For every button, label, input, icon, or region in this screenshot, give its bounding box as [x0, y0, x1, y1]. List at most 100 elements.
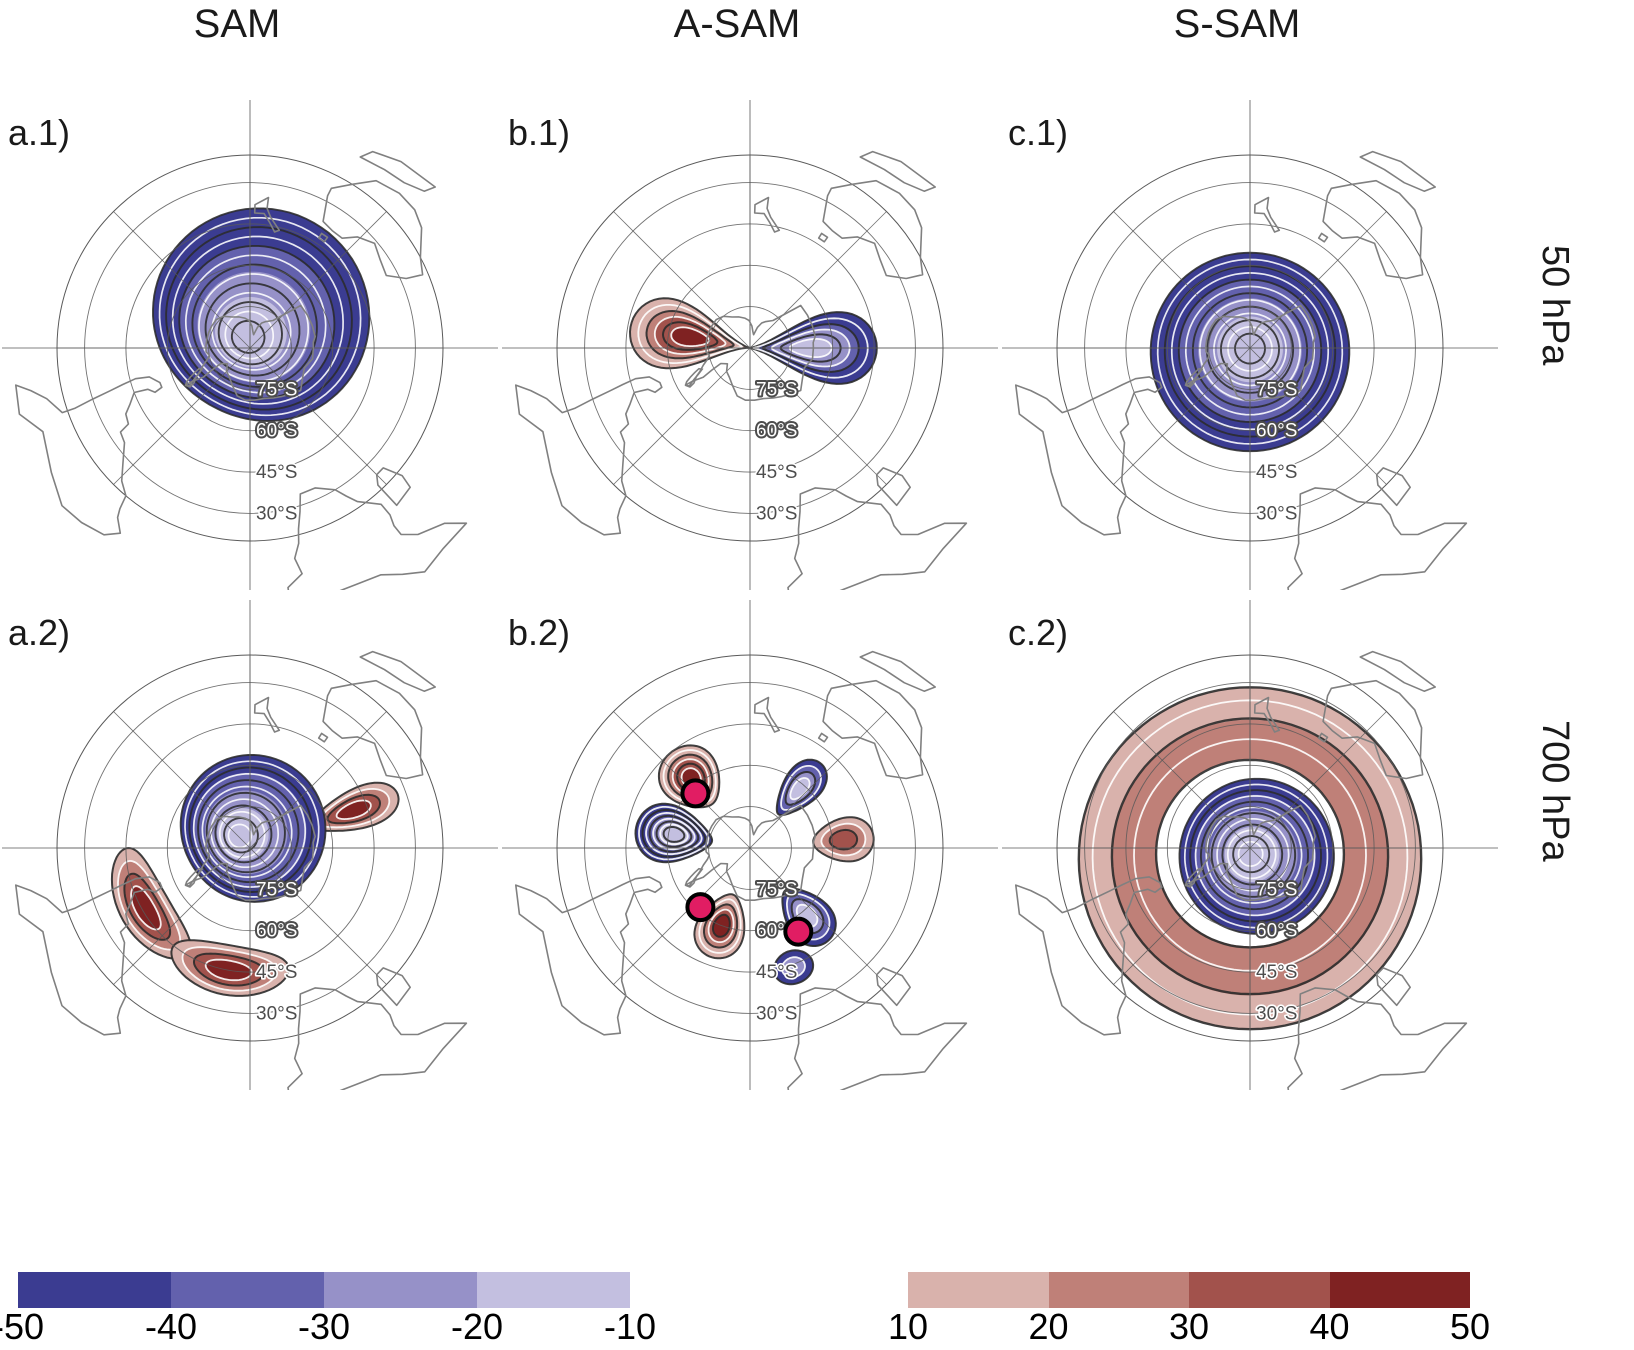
panel-b2[interactable]: 30°S 45°S 60°S 60°S 75°S 75°S b.2) — [500, 590, 1000, 1090]
graticule-layer — [2, 600, 498, 1090]
meridian-line — [1113, 711, 1251, 849]
contour-line — [179, 753, 327, 903]
latitude-label: 45°S — [256, 462, 297, 483]
colorbar-segment — [171, 1272, 324, 1308]
latitude-label: 45°S — [1256, 462, 1297, 483]
coastline — [875, 967, 911, 1007]
latitude-label: 60°S — [256, 921, 297, 942]
latitude-label: 45°S — [1256, 962, 1297, 983]
latitude-label: 75°S — [256, 879, 297, 900]
contour-line — [1226, 829, 1277, 880]
latitude-label-halo: 60°S — [1256, 921, 1297, 942]
latitude-label: 75°S — [1256, 379, 1297, 400]
contour-line — [784, 771, 817, 806]
column-title-sam: SAM — [193, 2, 281, 46]
latitude-label: 75°S — [756, 379, 797, 400]
colorbar-segment — [477, 1272, 630, 1308]
contour-line — [335, 799, 372, 821]
coastline — [822, 679, 924, 780]
panel-a2[interactable]: 30°S 45°S 60°S 60°S 75°S 75°S a.2) — [0, 590, 500, 1090]
polar-map: 30°S45°S60°S60°S75°S75°S — [1002, 600, 1498, 1090]
latitude-label: 30°S — [756, 1003, 797, 1024]
coastline — [375, 467, 411, 507]
contour-line — [178, 244, 336, 400]
colorbar-tick-label: -30 — [297, 1306, 351, 1347]
contour-line — [158, 216, 362, 417]
contour-line — [1189, 789, 1322, 923]
latitude-label: 30°S — [1256, 503, 1297, 524]
coastline — [322, 179, 424, 280]
contour-line — [171, 235, 344, 405]
contour-line — [218, 810, 266, 859]
station-marker — [680, 778, 711, 809]
meridian-line — [113, 711, 251, 849]
colorbar-tick-label: -40 — [144, 1306, 198, 1347]
panel-b1[interactable]: 30°S 45°S 60°S 60°S 75°S 75°S b.1) — [500, 90, 1000, 590]
coastline-layer — [515, 150, 968, 590]
coastline — [15, 876, 163, 1036]
latitude-label: 75°S — [256, 379, 297, 400]
coastline — [822, 179, 924, 280]
latitude-label-halo: 60°S — [1256, 421, 1297, 442]
colorbar-negative-ticks: -50 -40 -30 -20 -10 — [0, 1306, 656, 1350]
contour-line — [659, 823, 689, 846]
contour-line — [638, 806, 710, 861]
contour-line — [781, 887, 837, 947]
contour-line — [193, 952, 266, 987]
panel-label: a.2) — [8, 612, 71, 653]
latitude-label: 30°S — [256, 503, 297, 524]
panel-a1[interactable]: 30°S 45°S 60°S 60°S 75°S 75°S a.1) — [0, 90, 500, 590]
contour-line — [653, 315, 727, 355]
shading-layer — [628, 297, 878, 385]
contour-line — [217, 301, 283, 366]
contour-line — [214, 804, 273, 864]
colorbar-tick-label: 30 — [1168, 1306, 1210, 1347]
contour-line — [662, 826, 686, 843]
contour-line — [775, 758, 828, 817]
contour-line — [204, 282, 301, 377]
latitude-label-halo: 75°S — [256, 379, 297, 400]
contour-line — [761, 323, 860, 373]
coastline-layer — [1015, 150, 1468, 590]
panel-c2[interactable]: 30°S 45°S 60°S 60°S 75°S 75°S c.2) — [1000, 590, 1500, 1090]
panel-label: c.1) — [1008, 112, 1069, 153]
coastline-layer — [515, 650, 968, 1090]
row-label-700-hpa: 700 hPa — [1534, 720, 1576, 862]
panel-c1[interactable]: 30°S 45°S 60°S 60°S 75°S 75°S c.1) — [1000, 90, 1500, 590]
coastline — [317, 232, 329, 243]
contour-line — [205, 791, 286, 874]
contour-line — [117, 860, 181, 951]
polar-map: 30°S45°S60°S60°S75°S75°S — [502, 100, 998, 590]
coastline-layer — [1015, 650, 1468, 1090]
polar-map: 30°S45°S60°S60°S75°S75°S — [502, 600, 998, 1090]
contour-line — [184, 760, 320, 898]
latitude-label: 60°S — [756, 421, 797, 442]
coastline — [787, 487, 968, 590]
colorbar-tick-label: -50 — [0, 1306, 45, 1347]
colorbar-segment — [1048, 1272, 1189, 1308]
coastline-layer — [15, 650, 468, 1090]
contour-line — [165, 226, 353, 411]
contour-line — [693, 893, 746, 960]
colorbar-segment — [1329, 1272, 1470, 1308]
contour-line — [230, 319, 266, 354]
shaded-region — [131, 886, 161, 930]
label-layer: 30°S45°S60°S60°S75°S75°S — [254, 377, 299, 526]
column-title-a-sam: A-SAM — [673, 2, 801, 46]
contour-line — [1221, 823, 1284, 886]
coastline — [1317, 732, 1329, 743]
latitude-label: 45°S — [256, 962, 297, 983]
coastline — [317, 732, 329, 743]
coastline — [817, 732, 829, 743]
contour-line — [781, 956, 806, 979]
graticule-layer — [1002, 600, 1498, 1090]
contour-line — [188, 766, 313, 893]
label-layer: 30°S45°S60°S60°S75°S75°S — [1254, 877, 1299, 1026]
contour-line — [751, 317, 869, 379]
station-marker — [783, 916, 814, 947]
coastline-peninsula — [184, 867, 204, 887]
contour-line — [780, 765, 822, 811]
colorbar-negative — [18, 1272, 630, 1308]
coastline — [1253, 696, 1281, 733]
contour-line — [152, 207, 371, 422]
